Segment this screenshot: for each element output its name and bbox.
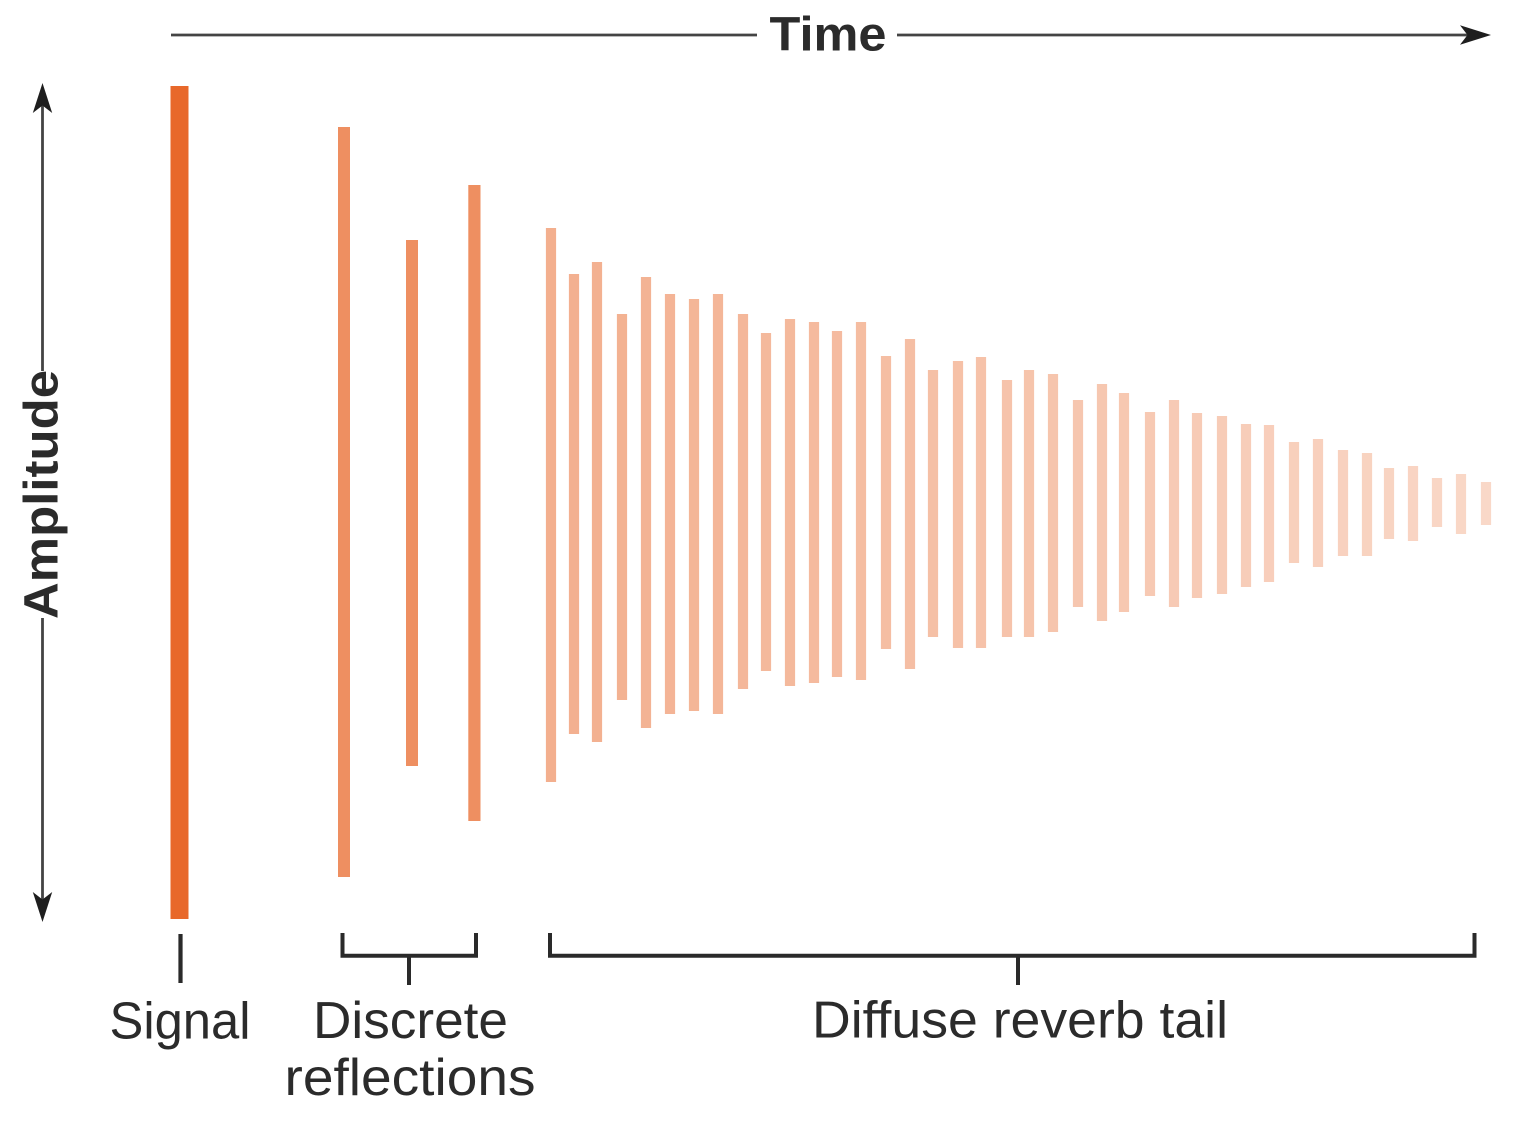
svg-text:Diffuse reverb tail: Diffuse reverb tail [812, 992, 1228, 1050]
svg-text:Signal: Signal [110, 993, 251, 1051]
svg-text:Time: Time [770, 9, 887, 62]
svg-text:Amplitude: Amplitude [16, 370, 69, 619]
svg-text:Discrete: Discrete [313, 992, 508, 1050]
svg-text:reflections: reflections [285, 1049, 536, 1107]
